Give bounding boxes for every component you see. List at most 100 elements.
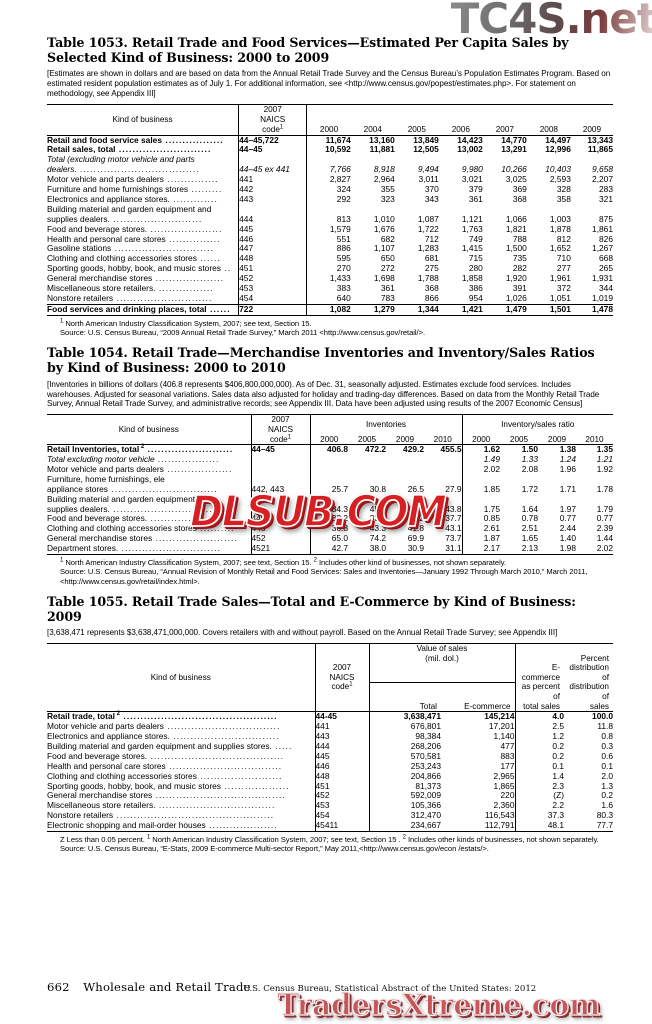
table-row: Department stores. .....................…	[47, 543, 613, 555]
row-value: 1,121	[461, 213, 483, 224]
row-value: 73.7	[445, 533, 462, 544]
row-naics-code: 445	[238, 224, 307, 235]
row-label: supplies dealers. ......................…	[47, 213, 203, 224]
row-value: 650	[380, 253, 395, 264]
row-value: 1,676	[373, 223, 395, 234]
row-label: Sporting goods, hobby, book, and music s…	[47, 263, 232, 274]
row-value	[306, 204, 351, 215]
table-row: Sporting goods, hobby, book, and music s…	[47, 780, 613, 792]
row-value: 1,066	[505, 213, 527, 224]
row-value: 1,003	[549, 213, 571, 224]
table-row: Motor vehicle and parts dealers ........…	[47, 464, 613, 475]
table-1055-body: Retail trade, total 2 ..................…	[47, 711, 613, 832]
table-1054-body: Retail Inventories, total 2 ............…	[47, 444, 613, 555]
row-value	[461, 494, 500, 505]
t1055-pct-l1: E-commerce	[514, 663, 564, 683]
row-value: 14,770	[501, 134, 527, 145]
row-value: 372	[556, 283, 571, 294]
row-label: Total excluding motor vehicle ..........…	[47, 454, 220, 464]
row-value: 1,478	[592, 303, 613, 314]
leader-dots: .............................	[118, 543, 222, 554]
leader-dots: ..................................	[155, 800, 276, 811]
row-label: Electronic shopping and mail-order house…	[47, 820, 278, 831]
row-value: 875	[599, 213, 613, 224]
table-row: Miscellaneous store retailers. .........…	[47, 283, 613, 294]
row-value: 13,291	[501, 144, 527, 155]
t1053-header-naics: 2007 NAICS code1	[238, 104, 307, 135]
table-row: Retail and food service sales ..........…	[47, 134, 613, 146]
row-value: 1,283	[417, 243, 439, 254]
leader-dots: .........................	[144, 444, 234, 455]
row-value: 2.02	[461, 464, 500, 475]
row-value: 14,423	[457, 134, 483, 145]
row-value: 324	[306, 184, 351, 195]
row-value: 3,025	[505, 174, 527, 185]
t1054-ratio-2010: 2010	[585, 434, 604, 444]
row-value: 2,207	[592, 174, 613, 185]
row-value: 1.2	[514, 731, 564, 742]
table-row: Total (excluding motor vehicle and parts	[47, 154, 613, 166]
leader-dots: .................	[161, 134, 224, 145]
row-label: Electronics and appliance stores. ......…	[47, 731, 280, 742]
row-value: 145,214	[484, 711, 515, 722]
t1053-year-2005: 2005	[407, 124, 426, 134]
row-value: 26.5	[407, 483, 424, 494]
row-value: 682	[380, 233, 395, 244]
leader-dots: ........................	[196, 770, 283, 781]
row-value: 1,931	[592, 273, 613, 284]
row-naics-code: 442	[238, 184, 307, 195]
row-value: 12,505	[413, 144, 439, 155]
row-value: 0.1	[601, 760, 613, 771]
row-value: 0.1	[514, 761, 564, 772]
row-value: 81,373	[368, 781, 441, 792]
row-naics-code	[250, 455, 310, 465]
row-value: 2,965	[493, 770, 515, 781]
row-naics-code	[250, 464, 310, 475]
row-value: 14,497	[545, 134, 571, 145]
row-value: 3,638,471	[368, 711, 441, 723]
row-naics-code: 442, 443	[250, 484, 310, 495]
row-value: 1.65	[521, 533, 538, 544]
row-value: 69.9	[407, 533, 424, 544]
leader-dots: ........................................…	[113, 810, 275, 821]
row-value: 595	[306, 253, 351, 265]
leader-dots: ...........................	[115, 144, 212, 155]
row-value: 735	[512, 253, 527, 264]
t1053-year-2008: 2008	[539, 124, 558, 134]
row-label: Clothing and clothing accessories stores…	[47, 253, 221, 264]
t1053-source: Source: U.S. Census Bureau, “2009 Annual…	[60, 328, 426, 338]
row-naics-code: 448	[314, 771, 369, 782]
t1054-inv-2009: 2009	[395, 434, 415, 444]
row-value: 370	[424, 184, 439, 195]
row-value	[309, 464, 348, 475]
row-naics-code: 44–45 ex 441	[238, 164, 307, 176]
row-value: 2.39	[596, 523, 613, 534]
row-value: 391	[512, 283, 527, 294]
row-label: Retail and food service sales ..........…	[47, 134, 224, 145]
row-value: 43.1	[445, 523, 462, 534]
table-row: Building material and garden equipment a…	[47, 204, 613, 215]
t1053-naics-l3: code	[262, 124, 280, 134]
row-value: 1.78	[596, 483, 613, 494]
row-label: Clothing and clothing accessories stores…	[47, 770, 283, 781]
table-row: Clothing and clothing accessories stores…	[47, 253, 613, 265]
row-value: 1.6	[601, 800, 613, 811]
row-value: 1,878	[549, 223, 571, 234]
row-value: 1.38	[559, 444, 576, 455]
row-value: 1.4	[514, 771, 564, 782]
row-naics-code: 444	[238, 214, 307, 225]
row-value: 386	[468, 283, 483, 294]
row-value: 1,082	[306, 304, 351, 316]
leader-dots: ......	[196, 253, 221, 264]
row-value: 204,866	[368, 771, 441, 782]
row-naics-code: 454	[314, 810, 369, 822]
table-row: Clothing and clothing accessories stores…	[47, 770, 613, 782]
row-naics-code: 446	[238, 234, 307, 245]
row-value	[348, 465, 386, 475]
row-naics-code: 446	[314, 761, 369, 772]
row-label: Nonstore retailers .....................…	[47, 293, 213, 303]
row-value: 1.3	[601, 780, 613, 791]
t1055-dist-l1: distribution of	[569, 663, 609, 682]
table-row: appliance stores .......................…	[47, 483, 613, 495]
row-value: 472.2	[365, 444, 386, 455]
